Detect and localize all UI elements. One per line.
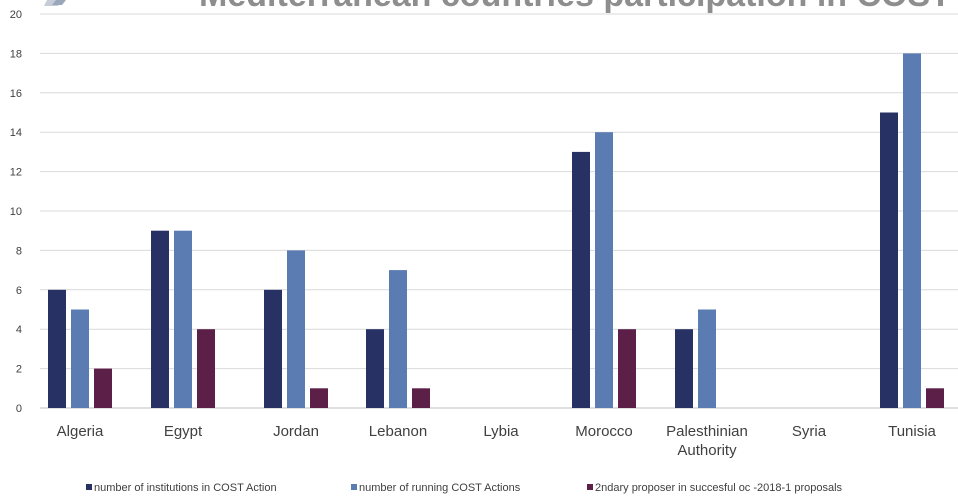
bar-series1-cat5 [572, 151, 590, 408]
bar-series1-cat3 [366, 329, 384, 408]
bar-series2-cat2 [287, 250, 305, 408]
x-tick-label: Palesthinian [666, 423, 748, 440]
y-tick-label: 8 [16, 245, 22, 257]
y-tick-label: 12 [10, 167, 22, 179]
bar-series3-cat1 [197, 329, 215, 408]
bar-series2-cat5 [595, 132, 613, 408]
y-tick-label: 20 [10, 9, 22, 21]
x-tick-label: Algeria [57, 423, 104, 440]
legend: number of institutions in COST Action num… [86, 482, 843, 494]
legend-label-series1: number of institutions in COST Action [94, 482, 277, 494]
x-tick-label: Morocco [575, 423, 633, 440]
bar-series3-cat3 [412, 388, 430, 408]
bar-series1-cat8 [880, 112, 898, 408]
grid [40, 13, 958, 409]
legend-swatch-series1 [86, 484, 92, 490]
x-axis: Algeria Egypt Jordan Lebanon Lybia Morocco Pal… [57, 423, 937, 459]
bar-series2-cat8 [903, 53, 921, 409]
legend-swatch-series2 [351, 484, 357, 490]
bar-series2-cat6 [698, 309, 716, 408]
bar-series1-cat6 [675, 329, 693, 408]
bar-series2-cat1 [174, 230, 192, 408]
y-tick-label: 4 [16, 324, 22, 336]
y-tick-label: 0 [16, 403, 22, 415]
bars [48, 53, 944, 409]
bar-series2-cat0 [71, 309, 89, 408]
y-tick-label: 2 [16, 364, 22, 376]
x-tick-label: Egypt [164, 423, 203, 440]
y-tick-label: 6 [16, 285, 22, 297]
bar-series2-cat3 [389, 270, 407, 408]
bar-series3-cat2 [310, 388, 328, 408]
x-tick-label: Jordan [273, 423, 319, 440]
y-axis: 0 2 4 6 8 10 12 14 16 18 20 [10, 9, 22, 415]
x-tick-label: Syria [792, 423, 827, 440]
y-tick-label: 14 [10, 127, 22, 139]
x-tick-label: Authority [677, 442, 737, 459]
x-tick-label: Lybia [483, 423, 519, 440]
legend-label-series2: number of running COST Actions [359, 482, 521, 494]
legend-label-series3: 2ndary proposer in succesful oc -2018-1 … [595, 482, 843, 494]
bar-series3-cat8 [926, 388, 944, 408]
x-tick-label: Tunisia [888, 423, 936, 440]
legend-swatch-series3 [587, 484, 593, 490]
bar-series1-cat1 [151, 230, 169, 408]
y-tick-label: 10 [10, 206, 22, 218]
y-tick-label: 16 [10, 88, 22, 100]
chart-logo [44, 0, 66, 6]
bar-series3-cat5 [618, 329, 636, 408]
chart-title: Mediterranean countries participation in… [199, 0, 951, 14]
bar-series1-cat2 [264, 289, 282, 408]
bar-series1-cat0 [48, 289, 66, 408]
x-tick-label: Lebanon [369, 423, 427, 440]
y-tick-label: 18 [10, 48, 22, 60]
bar-series3-cat0 [94, 368, 112, 408]
